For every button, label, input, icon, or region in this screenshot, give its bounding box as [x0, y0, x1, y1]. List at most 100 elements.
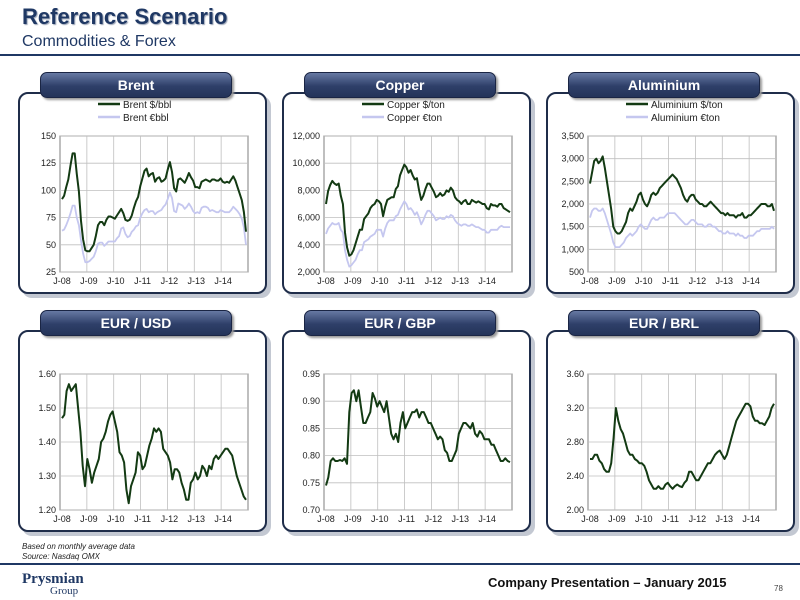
x-tick-label: J-11	[398, 276, 415, 286]
aluminium-chart: 500 1,000 1,500 2,000 2,500 3,000 3,500 J-08 J-0…	[561, 100, 777, 286]
x-tick-label: J-11	[134, 276, 151, 286]
y-tick-label: 25	[46, 267, 56, 277]
y-tick-label: 10,000	[292, 158, 320, 168]
x-tick-label: J-11	[662, 514, 679, 524]
x-tick-label: J-09	[80, 276, 98, 286]
y-tick-label: 4,000	[297, 240, 320, 250]
x-tick-label: J-08	[581, 514, 599, 524]
series-line-0	[61, 152, 247, 253]
eurbrl-tab-title: EUR / BRL	[568, 310, 760, 336]
x-tick-label: J-11	[134, 514, 151, 524]
eurgbp-chart: 0.70 0.75 0.80 0.85 0.90 0.95 J-08 J-09 J-10 J-11…	[302, 369, 513, 524]
y-tick-label: 0.85	[302, 423, 320, 433]
series-line-0	[325, 389, 511, 486]
copper-chart-panel: 2,000 4,000 6,000 8,000 10,000 12,000 J-08 J-09…	[282, 92, 531, 294]
y-tick-label: 2.40	[566, 471, 584, 481]
brent-chart-panel: 25 50 75 100 125 150 J-08 J-09 J-10 J-11 J-12 J-13 J…	[18, 92, 267, 294]
x-tick-label: J-12	[425, 276, 443, 286]
series-line-0	[589, 155, 775, 235]
x-tick-label: J-10	[371, 514, 389, 524]
x-tick-label: J-14	[478, 514, 496, 524]
x-tick-label: J-10	[107, 514, 125, 524]
brent-chart: 25 50 75 100 125 150 J-08 J-09 J-10 J-11 J-12 J-13 J…	[41, 100, 249, 286]
x-tick-label: J-14	[214, 514, 232, 524]
series-line-0	[325, 163, 511, 257]
y-tick-label: 0.95	[302, 369, 320, 379]
y-tick-label: 6,000	[297, 213, 320, 223]
series-line-1	[61, 191, 247, 264]
x-tick-label: J-14	[742, 276, 760, 286]
aluminium-chart-panel: 500 1,000 1,500 2,000 2,500 3,000 3,500 J-08 J-0…	[546, 92, 795, 294]
y-tick-label: 12,000	[292, 131, 320, 141]
y-tick-label: 125	[41, 158, 56, 168]
x-tick-label: J-09	[344, 276, 362, 286]
note-source: Source: Nasdaq OMX	[22, 552, 100, 561]
x-tick-label: J-12	[161, 276, 179, 286]
legend-label: Brent €bbl	[123, 113, 169, 124]
y-tick-label: 0.90	[302, 396, 320, 406]
logo-group: Group	[50, 585, 79, 597]
x-tick-label: J-12	[425, 514, 443, 524]
x-tick-label: J-14	[214, 276, 232, 286]
y-tick-label: 0.70	[302, 505, 320, 515]
eurusd-tab-title: EUR / USD	[40, 310, 232, 336]
source-notes: Based on monthly average data Source: Na…	[22, 542, 135, 562]
page-number: 78	[774, 584, 783, 593]
logo-wordmark: Prysmian	[22, 571, 84, 587]
eurgbp-chart-panel: 0.70 0.75 0.80 0.85 0.90 0.95 J-08 J-09 J-10 J-11…	[282, 330, 531, 532]
x-tick-label: J-13	[716, 514, 734, 524]
x-tick-label: J-11	[662, 276, 679, 286]
prysmian-logo: Prysmian Group	[22, 570, 102, 598]
legend-label: Copper €ton	[387, 113, 442, 124]
eurbrl-chart: 2.00 2.40 2.80 3.20 3.60 J-08 J-09 J-10 J-11 J-12…	[566, 369, 777, 524]
legend-label: Aluminium €ton	[651, 113, 720, 124]
x-tick-label: J-10	[635, 276, 653, 286]
y-tick-label: 1.20	[38, 505, 56, 515]
y-tick-label: 2,500	[561, 176, 584, 186]
x-tick-label: J-12	[689, 276, 707, 286]
eurgbp-tab-title: EUR / GBP	[304, 310, 496, 336]
x-tick-label: J-13	[452, 276, 470, 286]
header-rule	[0, 54, 800, 56]
legend-label: Brent $/bbl	[123, 100, 171, 111]
x-tick-label: J-08	[317, 514, 335, 524]
x-tick-label: J-14	[742, 514, 760, 524]
x-tick-label: J-10	[107, 276, 125, 286]
x-tick-label: J-14	[478, 276, 496, 286]
y-tick-label: 3,000	[561, 154, 584, 164]
x-tick-label: J-09	[80, 514, 98, 524]
x-tick-label: J-10	[371, 276, 389, 286]
y-tick-label: 0.75	[302, 478, 320, 488]
brent-tab-title: Brent	[40, 72, 232, 98]
aluminium-tab-title: Aluminium	[568, 72, 760, 98]
series-line-1	[325, 200, 510, 268]
y-tick-label: 1.40	[38, 437, 56, 447]
legend-label: Copper $/ton	[387, 100, 445, 111]
y-tick-label: 3,500	[561, 131, 584, 141]
y-tick-label: 500	[569, 267, 584, 277]
x-tick-label: J-08	[317, 276, 335, 286]
x-tick-label: J-09	[608, 514, 626, 524]
y-tick-label: 50	[46, 240, 56, 250]
y-tick-label: 0.80	[302, 451, 320, 461]
presentation-title: Company Presentation – January 2015	[488, 575, 727, 590]
y-tick-label: 2.80	[566, 437, 584, 447]
eurusd-chart-panel: 1.20 1.30 1.40 1.50 1.60 J-08 J-09 J-10 J-11 J-12…	[18, 330, 267, 532]
y-tick-label: 1,500	[561, 222, 584, 232]
y-tick-label: 2.00	[566, 505, 584, 515]
page-subtitle: Commodities & Forex	[22, 33, 176, 50]
y-tick-label: 3.20	[566, 403, 584, 413]
x-tick-label: J-09	[344, 514, 362, 524]
x-tick-label: J-08	[53, 276, 71, 286]
y-tick-label: 1.30	[38, 471, 56, 481]
eurusd-chart: 1.20 1.30 1.40 1.50 1.60 J-08 J-09 J-10 J-11 J-12…	[38, 369, 249, 524]
y-tick-label: 3.60	[566, 369, 584, 379]
x-tick-label: J-12	[161, 514, 179, 524]
y-tick-label: 75	[46, 213, 56, 223]
x-tick-label: J-12	[689, 514, 707, 524]
page-title: Reference Scenario	[22, 4, 228, 29]
y-tick-label: 1.60	[38, 369, 56, 379]
copper-chart: 2,000 4,000 6,000 8,000 10,000 12,000 J-08 J-09…	[292, 100, 513, 286]
x-tick-label: J-09	[608, 276, 626, 286]
footer-rule	[0, 563, 800, 565]
